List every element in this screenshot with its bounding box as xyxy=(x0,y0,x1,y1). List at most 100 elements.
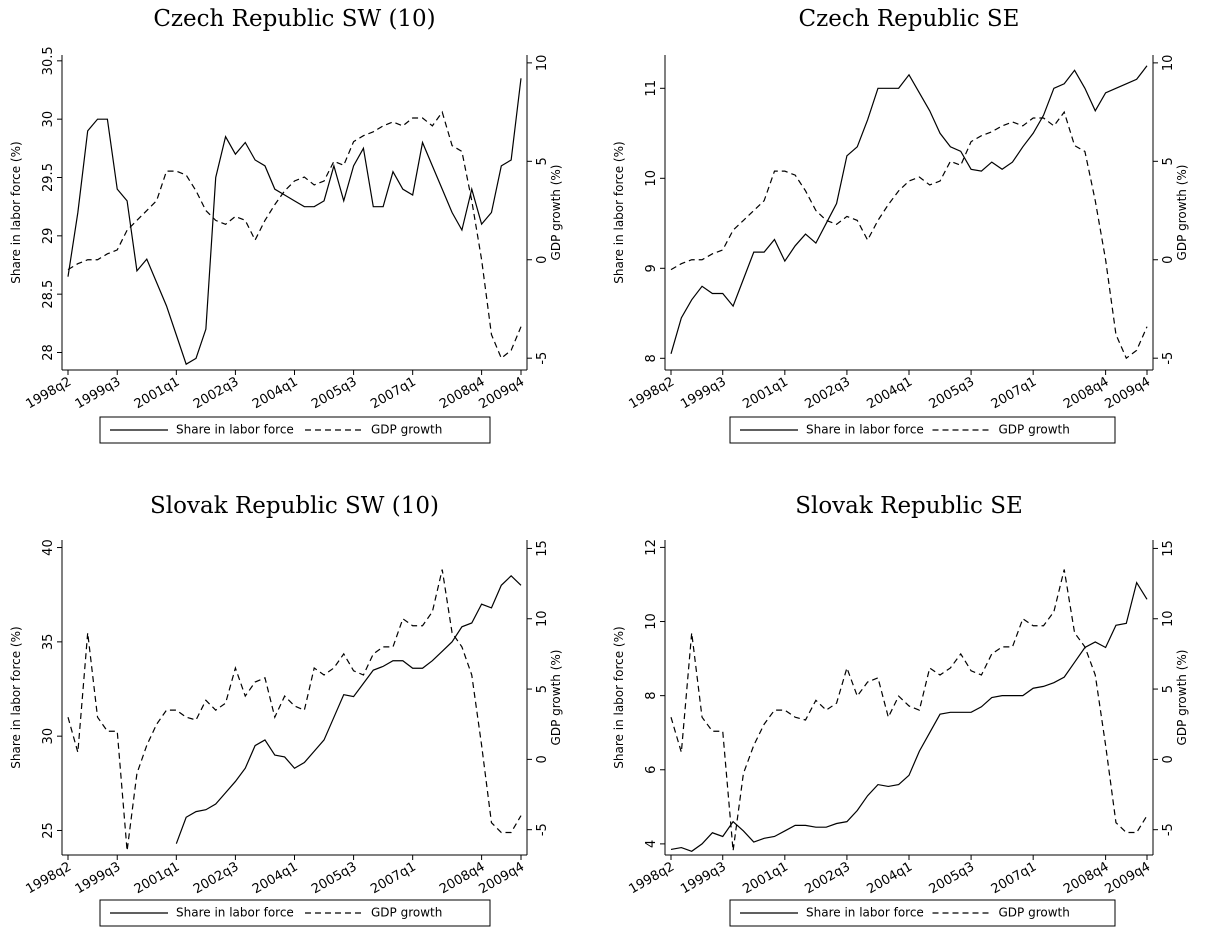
x-tick-label: 2002q3 xyxy=(802,859,852,897)
y2-tick-label: 5 xyxy=(535,157,550,165)
series-line xyxy=(67,110,522,360)
x-tick-label: 2001q1 xyxy=(132,374,182,412)
x-tick-label: 2009q4 xyxy=(1103,859,1153,897)
y2-tick-label: 10 xyxy=(535,610,550,627)
panel: Slovak Republic SW (10) 25 30 35 40 -5 0 5 10 15 S… xyxy=(9,493,563,927)
x-tick-label: 1999q3 xyxy=(678,859,728,897)
series-line xyxy=(175,575,522,844)
y-tick-label: 12 xyxy=(644,539,659,556)
legend-label: GDP growth xyxy=(371,906,442,920)
x-tick-label: 2007q1 xyxy=(368,374,418,412)
y2-tick-label: 15 xyxy=(535,540,550,557)
x-tick-label: 2009q4 xyxy=(1103,374,1153,412)
y2-tick-label: 0 xyxy=(1161,755,1176,763)
y2-axis-title: GDP growth (%) xyxy=(549,650,563,746)
y-axis-title: Share in labor force (%) xyxy=(612,141,626,283)
x-tick-label: 1998q2 xyxy=(24,374,74,412)
y-tick-label: 28 xyxy=(41,344,56,361)
y2-tick-label: -5 xyxy=(535,823,550,836)
y-tick-label: 30.5 xyxy=(41,46,56,75)
legend-label: Share in labor force xyxy=(806,423,924,437)
x-tick-label: 1998q2 xyxy=(627,374,677,412)
x-tick-label: 2001q1 xyxy=(132,859,182,897)
y-axis-title: Share in labor force (%) xyxy=(612,626,626,768)
y2-axis-title: GDP growth (%) xyxy=(1175,165,1189,261)
y2-tick-label: -5 xyxy=(1161,352,1176,365)
series-line xyxy=(67,569,522,851)
y-tick-label: 30 xyxy=(41,111,56,128)
x-tick-label: 1999q3 xyxy=(73,374,123,412)
y2-tick-label: 0 xyxy=(1161,256,1176,264)
y-tick-label: 28.5 xyxy=(41,280,56,309)
y2-tick-label: -5 xyxy=(1161,823,1176,836)
y-tick-label: 10 xyxy=(644,613,659,630)
y-tick-label: 30 xyxy=(41,728,56,745)
y2-tick-label: 15 xyxy=(1161,540,1176,557)
x-tick-label: 1998q2 xyxy=(24,859,74,897)
y2-tick-label: 10 xyxy=(535,55,550,72)
chart-title: Slovak Republic SE xyxy=(795,493,1023,519)
series-line xyxy=(670,569,1148,851)
x-tick-label: 2004q1 xyxy=(250,859,300,897)
x-tick-label: 2009q4 xyxy=(477,859,527,897)
chart-title: Czech Republic SE xyxy=(799,6,1020,32)
y2-tick-label: -5 xyxy=(535,352,550,365)
x-tick-label: 2008q4 xyxy=(1061,859,1111,897)
y2-axis-title: GDP growth (%) xyxy=(549,165,563,261)
x-tick-label: 1999q3 xyxy=(73,859,123,897)
chart-title: Czech Republic SW (10) xyxy=(153,6,435,32)
x-tick-label: 2001q1 xyxy=(740,374,790,412)
x-tick-label: 2008q4 xyxy=(1061,374,1111,412)
panel: Czech Republic SE 8 9 10 11 -5 0 5 10 Share in la… xyxy=(612,6,1189,444)
series-line xyxy=(670,65,1148,354)
legend-label: Share in labor force xyxy=(176,423,294,437)
x-tick-label: 2002q3 xyxy=(802,374,852,412)
y-axis-title: Share in labor force (%) xyxy=(9,626,23,768)
x-tick-label: 1999q3 xyxy=(678,374,728,412)
y-tick-label: 8 xyxy=(644,692,659,700)
x-tick-label: 2005q3 xyxy=(309,374,359,412)
legend-label: GDP growth xyxy=(371,423,442,437)
legend-box xyxy=(99,899,491,927)
x-tick-label: 2007q1 xyxy=(989,859,1039,897)
y-tick-label: 11 xyxy=(644,80,659,97)
y-tick-label: 25 xyxy=(41,822,56,839)
y2-tick-label: 5 xyxy=(1161,685,1176,693)
y-axis-title: Share in labor force (%) xyxy=(9,141,23,283)
x-tick-label: 2001q1 xyxy=(740,859,790,897)
x-tick-label: 2002q3 xyxy=(191,374,241,412)
x-tick-label: 2005q3 xyxy=(927,374,977,412)
legend-label: GDP growth xyxy=(999,423,1070,437)
y-tick-label: 4 xyxy=(644,840,659,848)
x-tick-label: 2004q1 xyxy=(865,374,915,412)
x-tick-label: 2004q1 xyxy=(865,859,915,897)
series-line xyxy=(67,78,522,366)
y-tick-label: 29 xyxy=(41,228,56,245)
legend-label: Share in labor force xyxy=(176,906,294,920)
y2-tick-label: 0 xyxy=(535,755,550,763)
panel: Czech Republic SW (10) 28 28.5 29 29.5 30 30.5… xyxy=(9,6,563,444)
x-tick-label: 2007q1 xyxy=(989,374,1039,412)
legend-label: GDP growth xyxy=(999,906,1070,920)
y-tick-label: 29.5 xyxy=(41,163,56,192)
x-tick-label: 2005q3 xyxy=(309,859,359,897)
x-tick-label: 2009q4 xyxy=(477,374,527,412)
x-tick-label: 2007q1 xyxy=(368,859,418,897)
series-line xyxy=(670,110,1148,360)
y-tick-label: 35 xyxy=(41,634,56,651)
y-tick-label: 9 xyxy=(644,264,659,272)
x-tick-label: 2005q3 xyxy=(927,859,977,897)
x-tick-label: 1998q2 xyxy=(627,859,677,897)
y-tick-label: 6 xyxy=(644,766,659,774)
x-tick-label: 2002q3 xyxy=(191,859,241,897)
y-tick-label: 8 xyxy=(644,354,659,362)
y2-tick-label: 10 xyxy=(1161,610,1176,627)
y2-tick-label: 5 xyxy=(535,685,550,693)
x-tick-label: 2004q1 xyxy=(250,374,300,412)
series-line xyxy=(670,581,1148,852)
y-tick-label: 40 xyxy=(41,539,56,556)
y2-axis-title: GDP growth (%) xyxy=(1175,650,1189,746)
panel: Slovak Republic SE 4 6 8 10 12 -5 0 5 10 15 Share i… xyxy=(612,493,1189,927)
y2-tick-label: 0 xyxy=(535,256,550,264)
